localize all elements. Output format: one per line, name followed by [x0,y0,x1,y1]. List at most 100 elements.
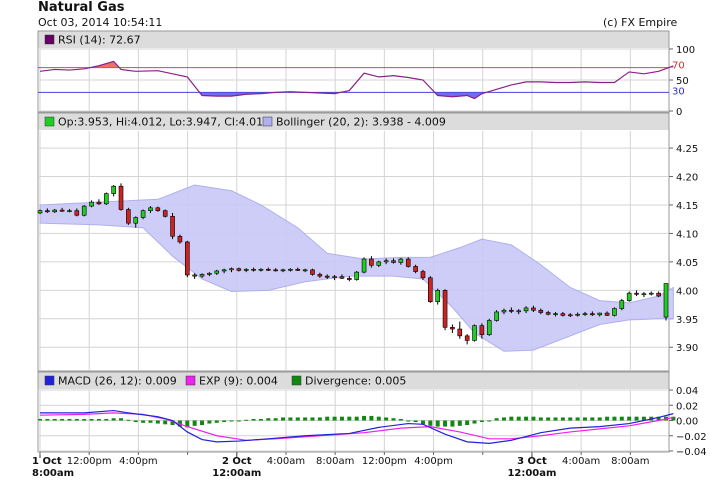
candle-body-32 [273,269,278,272]
divergence-bar-47 [384,417,389,421]
divergence-bar-5 [74,418,79,421]
candle-body-7 [89,201,94,207]
rsi-tick-label-4: 0 [676,107,682,118]
divergence-bar-56 [450,420,455,427]
time-label-6: 4:00am [267,456,305,467]
divergence-bar-30 [258,418,263,421]
divergence-bar-17 [163,420,168,425]
time-label-0: 1 Oct [32,456,62,467]
candle-51 [413,264,418,274]
candle-54 [435,288,440,305]
candle-body-5 [74,210,80,216]
divergence-bar-45 [369,415,374,421]
divergence-bar-55 [443,420,448,427]
time-label-5: 12:00am [212,468,261,479]
candle-53 [428,276,433,303]
candle-25 [221,268,227,274]
divergence-bar-80 [627,416,632,421]
divergence-bar-20 [185,420,190,428]
price-tick-label-0: 4.25 [676,144,698,155]
divergence-bar-10 [111,418,116,421]
divergence-bar-41 [339,416,344,421]
divergence-bar-44 [362,415,367,421]
candle-84 [656,291,661,298]
candle-body-72 [567,314,573,317]
copyright: (c) FX Empire [603,16,678,29]
candle-26 [229,267,234,273]
divergence-bar-35 [295,417,300,421]
candle-50 [405,257,411,268]
macd-panel: MACD (26, 12): 0.009 EXP (9): 0.004 Dive… [37,371,707,458]
price-tick-label-3: 4.10 [676,229,698,240]
divergence-bar-26 [229,420,234,422]
candle-42 [347,276,352,282]
candle-30 [258,268,264,272]
candle-body-13 [133,217,139,224]
candle-20 [184,240,190,278]
price-tick-label-5: 4.00 [676,286,698,297]
divergence-bar-37 [310,417,315,421]
divergence-bar-71 [560,417,565,421]
bollinger-band [39,184,674,352]
divergence-bar-58 [465,420,470,426]
price-plot [37,183,674,352]
divergence-bar-86 [671,416,676,421]
rsi-y-axis: 100 50 0 [669,45,695,118]
candle-body-24 [214,270,220,274]
price-tick-label-1: 4.20 [676,173,698,184]
candle-83 [648,291,654,296]
divergence-bar-63 [501,417,506,421]
candle-56 [450,324,455,334]
macd-y-axis: 0.04 0.02 0.00 −0.02 −0.04 [669,386,707,458]
candle-body-2 [52,209,58,213]
divergence-bar-59 [472,420,477,424]
candle-64 [509,307,514,314]
candle-body-17 [162,210,168,217]
time-label-8: 12:00pm [362,456,407,467]
candle-body-64 [509,309,514,312]
divergence-bar-46 [376,416,381,421]
candle-body-80 [626,292,632,301]
candle-34 [288,268,293,272]
candle-body-67 [531,307,536,311]
price-frame [37,112,670,372]
divergence-legend-swatch [291,375,302,386]
divergence-bar-24 [214,420,219,423]
candle-body-15 [148,207,153,211]
candle-0 [37,209,43,215]
candle-81 [634,290,639,297]
candle-43 [354,270,359,281]
divergence-bar-22 [200,420,205,426]
candle-79 [619,298,625,311]
macd-legend-swatch [44,375,55,386]
divergence-bar-18 [170,420,175,426]
candle-body-41 [339,276,345,279]
divergence-bar-73 [575,417,580,421]
candle-46 [376,260,382,268]
candle-body-82 [641,293,647,296]
candle-body-75 [590,313,595,316]
candle-35 [295,267,301,271]
divergence-bar-68 [538,417,543,421]
candle-body-27 [236,268,242,271]
time-label-4: 2 Oct [222,456,252,467]
candle-body-55 [442,290,448,328]
candle-17 [162,209,168,218]
candle-28 [243,268,249,273]
candle-body-10 [111,185,116,194]
candle-body-78 [612,308,617,316]
price-panel: Op:3.953, Hi:4.012, Lo:3.947, Cl:4.012 B… [37,112,698,372]
candle-body-12 [126,209,131,224]
bollinger-legend-swatch [262,116,273,127]
candle-body-21 [192,274,197,277]
candle-68 [538,308,544,315]
candle-body-81 [634,292,639,295]
candle-52 [420,269,426,281]
divergence-bar-13 [133,420,138,423]
macd-tick-label-0: 0.04 [676,386,698,397]
divergence-bar-60 [479,420,484,423]
candle-body-33 [280,269,286,272]
candle-33 [280,268,286,273]
candle-body-56 [450,327,455,330]
